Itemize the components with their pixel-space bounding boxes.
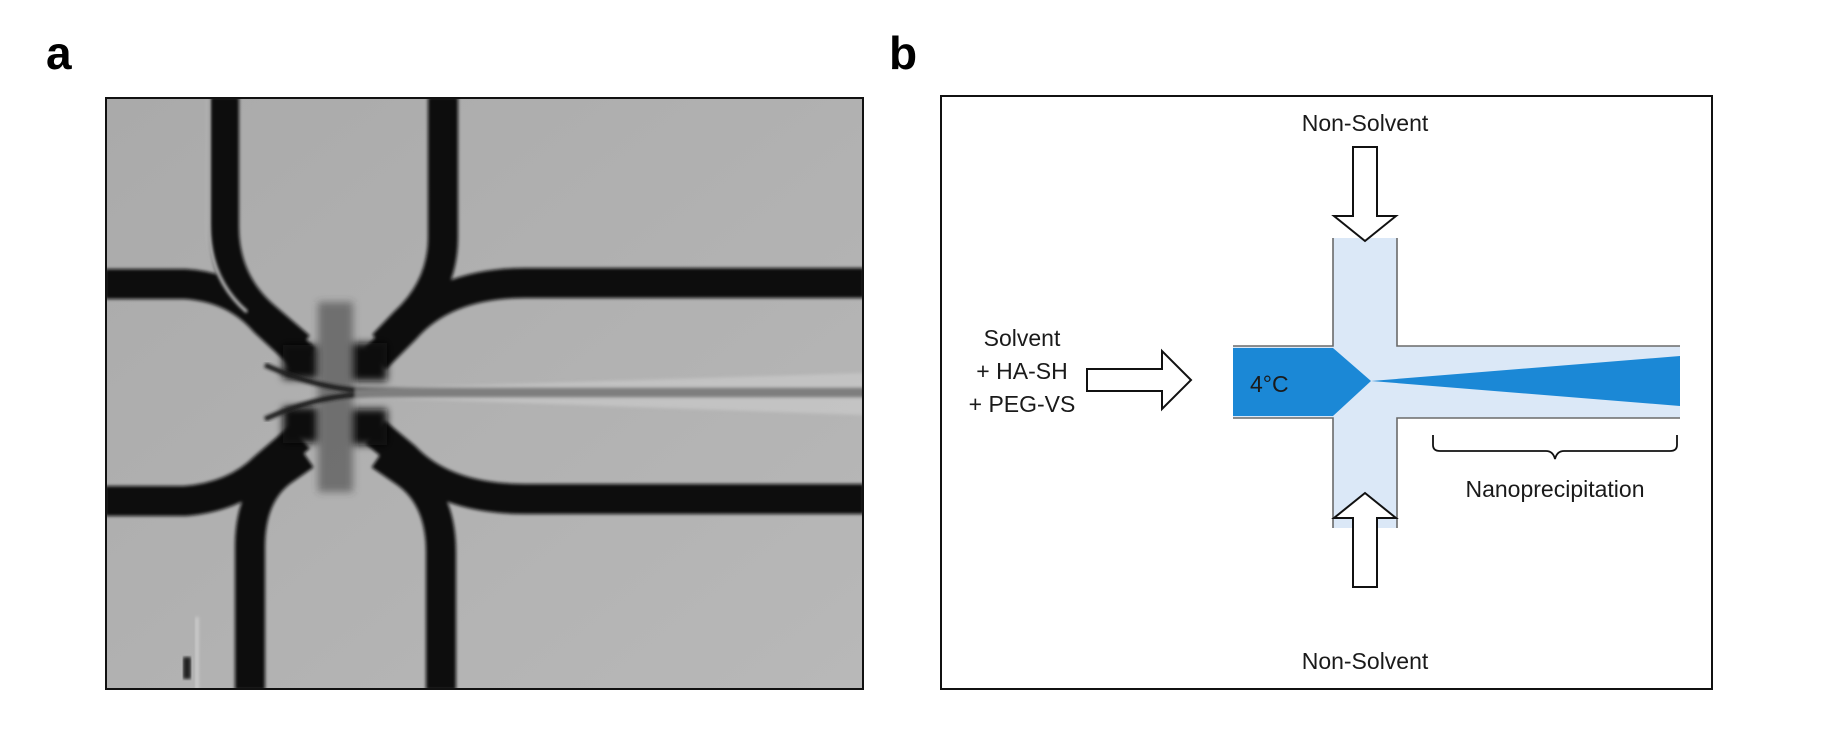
top-inlet-label: Non-Solvent (1302, 110, 1429, 136)
temperature-label: 4°C (1250, 371, 1289, 397)
left-inlet-arrow (1086, 348, 1193, 412)
panel-letter-a: a (46, 27, 72, 79)
nanoprecipitation-label: Nanoprecipitation (1465, 476, 1644, 502)
peg-vs-label: + PEG-VS (969, 391, 1076, 417)
top-inlet-arrow (1331, 146, 1399, 243)
micrograph-image (105, 97, 864, 690)
focused-stream (1371, 356, 1680, 406)
panel-letter-b: b (889, 27, 918, 79)
bottom-inlet-label: Non-Solvent (1302, 648, 1429, 674)
nanoprecipitation-brace (1432, 435, 1678, 460)
flow-focusing-schematic: 4°C Non-Solvent Non-Solvent Solvent + HA… (940, 95, 1713, 690)
core-stream (1233, 348, 1371, 416)
solvent-label: Solvent (984, 325, 1061, 351)
bottom-inlet-arrow (1331, 491, 1399, 588)
ha-sh-label: + HA-SH (976, 358, 1067, 384)
